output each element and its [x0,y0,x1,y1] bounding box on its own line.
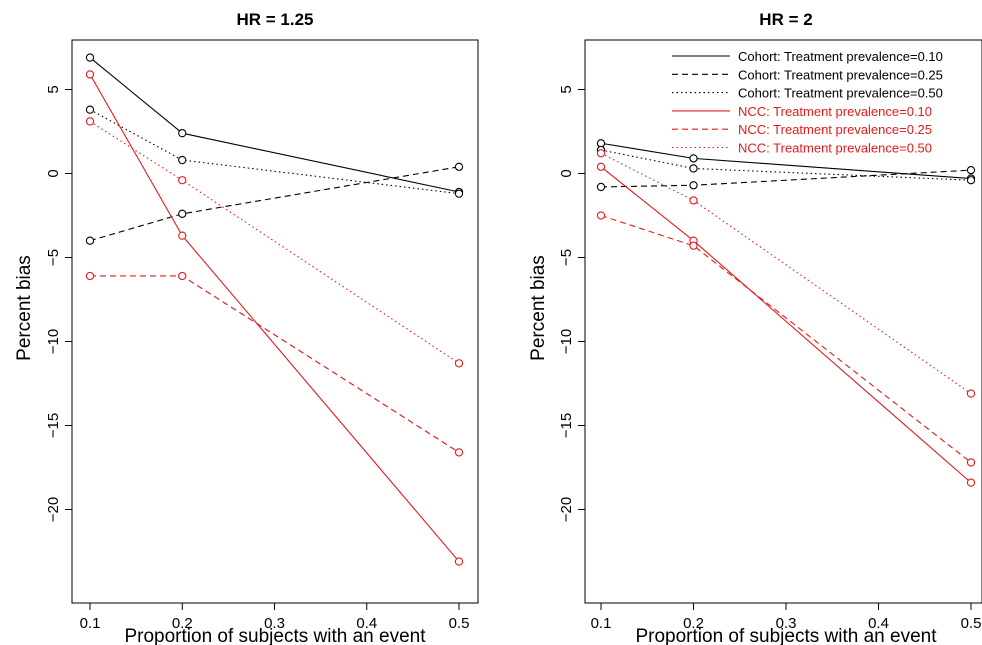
data-point [966,478,976,487]
x-tick-label: 0.5 [449,615,470,632]
x-tick-label: 0.4 [356,615,377,632]
chart-title: HR = 1.25 [236,10,313,29]
y-axis-label: Percent bias [14,255,35,361]
data-point [966,458,976,467]
x-tick-label: 0.1 [591,615,612,632]
data-point [689,164,698,173]
data-point [966,176,976,185]
x-tick-label: 0.3 [264,615,285,632]
data-point [85,236,95,245]
x-tick-label: 0.1 [80,615,101,632]
data-point [454,557,464,566]
data-point [178,129,187,138]
data-point [454,162,464,171]
series-line [600,152,972,395]
chart-title: HR = 2 [759,10,812,29]
data-point [596,162,606,171]
y-tick-label: −15 [558,413,575,438]
data-point [689,154,698,163]
series-line [89,74,460,562]
data-point [596,139,606,148]
legend-entry: Cohort: Treatment prevalence=0.50 [738,86,943,101]
y-tick-label: 5 [558,85,575,93]
y-tick-label: −10 [45,329,62,354]
chart-panel-hr-2: HR = 2 Proportion of subjects with an ev… [528,10,982,645]
data-point [85,271,95,281]
series-line [89,166,460,242]
data-point [85,70,95,79]
series-line [600,166,972,484]
y-axis-label: Percent bias [528,255,549,361]
y-tick-label: 0 [558,169,575,177]
legend-entry: NCC: Treatment prevalence=0.25 [738,122,932,137]
data-point [966,389,976,398]
x-tick-label: 0.2 [683,615,704,632]
x-tick-label: 0.3 [776,615,797,632]
data-point [596,149,606,158]
data-point [85,105,95,114]
series-line [600,169,972,188]
legend-entry: NCC: Treatment prevalence=0.10 [738,104,932,119]
y-tick-label: −20 [558,497,575,522]
y-tick-label: 5 [45,85,62,93]
data-point [454,448,464,457]
chart-panel-hr-1-25: HR = 1.25 Proportion of subjects with an… [14,10,479,645]
y-tick-label: −20 [45,497,62,522]
data-point [596,211,606,220]
x-tick-label: 0.4 [868,615,889,632]
data-point [178,155,187,165]
plot-frame [584,39,982,604]
data-point [454,189,464,198]
data-point [454,359,464,368]
series-line [89,120,460,364]
data-point [178,176,187,185]
data-point [178,271,187,281]
y-tick-label: −5 [558,249,575,266]
y-tick-label: −5 [45,249,62,266]
data-point [689,241,698,250]
data-point [596,182,606,192]
plot-frame [71,39,479,604]
data-point [689,181,698,190]
legend-entry: Cohort: Treatment prevalence=0.10 [738,49,943,64]
data-point [85,117,95,126]
legend-entry: NCC: Treatment prevalence=0.50 [738,141,932,156]
data-point [689,196,698,205]
y-tick-label: 0 [45,169,62,177]
x-tick-label: 0.5 [961,615,982,632]
x-axis-label: Proportion of subjects with an event [635,626,937,645]
y-tick-label: −15 [45,413,62,438]
series-line [600,214,972,463]
series-line [89,109,460,195]
data-point [966,165,976,175]
data-point [178,209,187,218]
x-axis-label: Proportion of subjects with an event [124,626,426,645]
legend-entry: Cohort: Treatment prevalence=0.25 [738,67,943,82]
series-line [90,275,460,453]
data-point [178,231,187,240]
y-tick-label: −10 [558,329,575,354]
x-tick-label: 0.2 [172,615,193,632]
series-line [600,149,972,181]
data-point [85,53,95,62]
